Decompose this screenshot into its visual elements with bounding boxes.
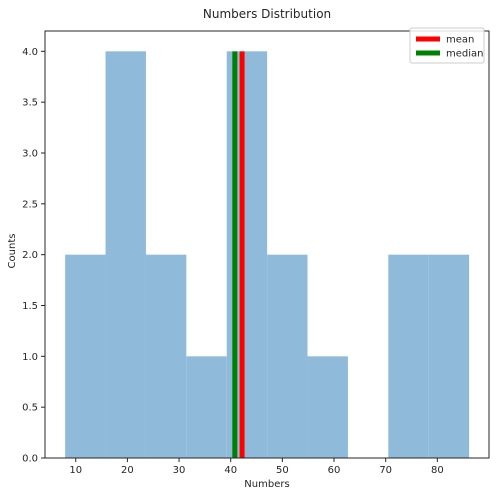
x-axis-ticks: 10 20 30 40 50 60 70 80 — [69, 458, 444, 476]
x-axis-label: Numbers — [244, 479, 289, 490]
y-tick-label: 4.0 — [22, 47, 38, 58]
y-axis-ticks: 0.0 0.5 1.0 1.5 2.0 2.5 3.0 3.5 4.0 — [22, 47, 45, 465]
histogram-bar-10 — [428, 254, 470, 458]
histogram-bar-1 — [65, 254, 106, 458]
y-tick-label: 2.0 — [22, 250, 38, 261]
y-tick-label: 1.0 — [22, 352, 38, 363]
histogram-bars — [65, 51, 470, 458]
x-tick-label: 60 — [328, 465, 341, 476]
histogram-bar-2 — [105, 51, 146, 458]
y-tick-label: 3.5 — [22, 98, 38, 109]
x-tick-label: 70 — [379, 465, 392, 476]
y-axis-label: Counts — [7, 234, 18, 269]
chart-title: Numbers Distribution — [203, 7, 331, 21]
x-tick-label: 10 — [69, 465, 82, 476]
y-tick-label: 2.5 — [22, 199, 38, 210]
legend: mean median — [409, 27, 485, 64]
legend-label-mean: mean — [446, 35, 474, 46]
y-tick-label: 0.5 — [22, 403, 38, 414]
histogram-bar-9 — [388, 254, 429, 458]
y-tick-label: 1.5 — [22, 301, 38, 312]
legend-label-median: median — [446, 49, 484, 60]
x-tick-label: 30 — [173, 465, 186, 476]
x-tick-label: 80 — [431, 465, 444, 476]
histogram-bar-7 — [307, 356, 348, 458]
histogram-bar-4 — [186, 356, 227, 458]
reference-lines — [232, 51, 245, 458]
x-tick-label: 20 — [121, 465, 134, 476]
y-tick-label: 3.0 — [22, 149, 38, 160]
plot-frame — [44, 30, 490, 459]
histogram-bar-6 — [267, 254, 308, 458]
x-tick-label: 50 — [276, 465, 289, 476]
y-tick-label: 0.0 — [22, 454, 38, 465]
x-tick-label: 40 — [224, 465, 237, 476]
histogram-bar-3 — [145, 254, 187, 458]
